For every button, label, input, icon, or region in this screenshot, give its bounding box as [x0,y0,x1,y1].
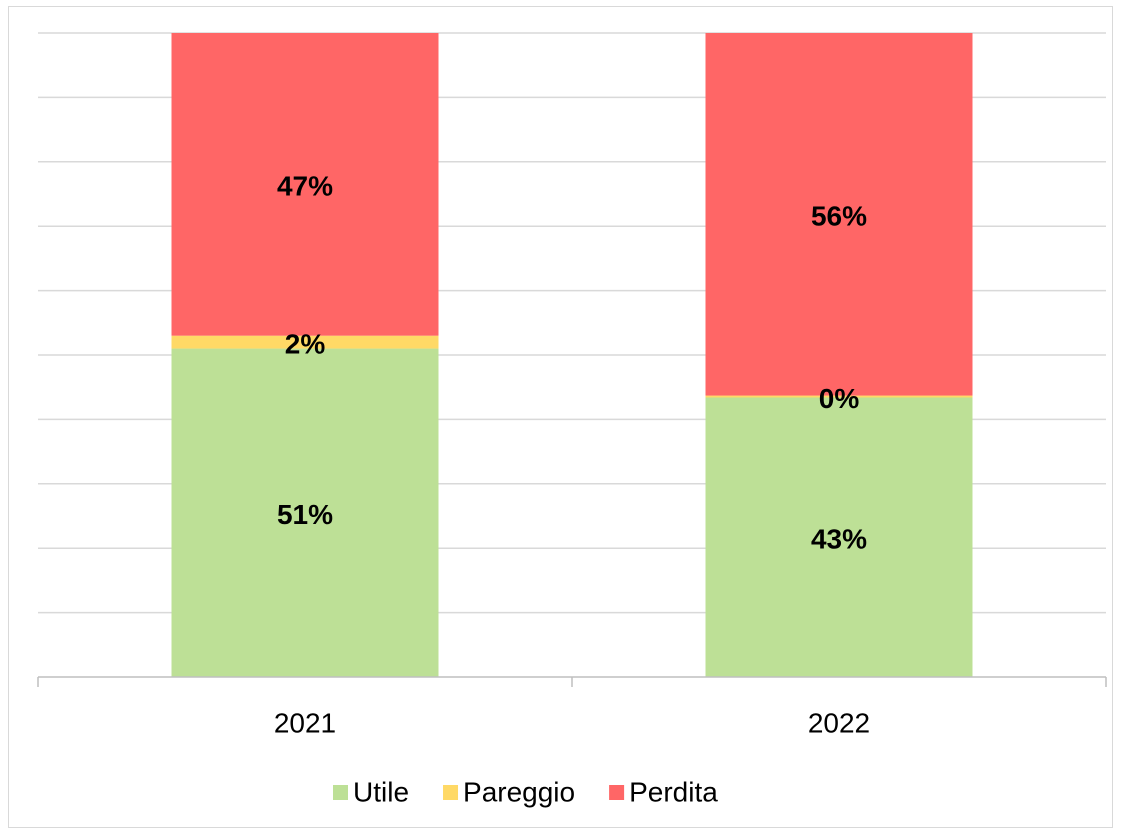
x-tick-label: 2022 [808,707,870,738]
bar-segment [171,33,439,336]
data-label: 43% [811,524,867,555]
legend-label: Perdita [629,776,718,807]
legend-swatch [609,785,625,800]
bar-segment [705,395,973,398]
legend-label: Pareggio [463,776,575,807]
bar-segment [171,335,439,349]
data-label: 0% [819,383,860,414]
bar-segment [705,33,973,396]
legend-swatch [443,785,459,800]
bar-segment [705,397,973,677]
data-label: 51% [277,499,333,530]
x-tick-label: 2021 [274,707,336,738]
data-label: 47% [277,171,333,202]
bar-segment [171,348,439,677]
data-label: 2% [285,329,326,360]
legend-swatch [333,785,348,800]
legend-label: Utile [353,776,409,807]
data-label: 56% [811,201,867,232]
